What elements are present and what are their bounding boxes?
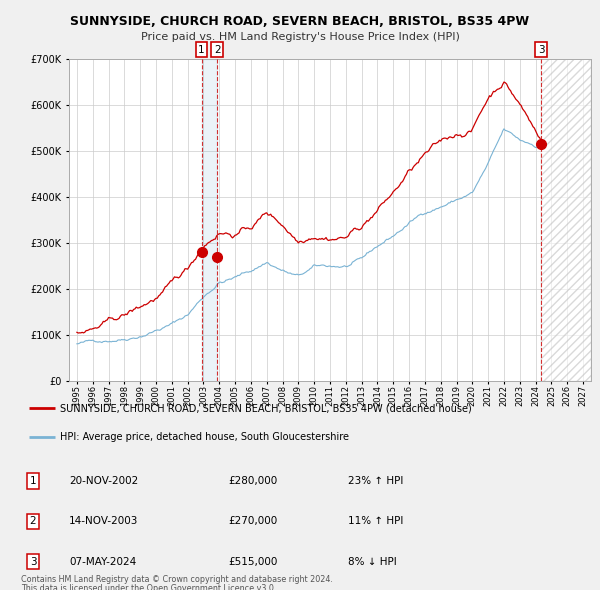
Text: This data is licensed under the Open Government Licence v3.0.: This data is licensed under the Open Gov… [21, 584, 277, 590]
Text: SUNNYSIDE, CHURCH ROAD, SEVERN BEACH, BRISTOL, BS35 4PW: SUNNYSIDE, CHURCH ROAD, SEVERN BEACH, BR… [70, 15, 530, 28]
Text: 14-NOV-2003: 14-NOV-2003 [69, 516, 139, 526]
Text: 8% ↓ HPI: 8% ↓ HPI [348, 556, 397, 566]
Text: 11% ↑ HPI: 11% ↑ HPI [348, 516, 403, 526]
Text: HPI: Average price, detached house, South Gloucestershire: HPI: Average price, detached house, Sout… [60, 432, 349, 441]
Text: 23% ↑ HPI: 23% ↑ HPI [348, 476, 403, 486]
Text: 2: 2 [29, 516, 37, 526]
Text: 1: 1 [198, 45, 205, 55]
Text: £270,000: £270,000 [228, 516, 277, 526]
Text: 3: 3 [538, 45, 544, 55]
Text: 3: 3 [29, 556, 37, 566]
Text: £515,000: £515,000 [228, 556, 277, 566]
Bar [202, 59, 217, 381]
Text: 1: 1 [29, 476, 37, 486]
Text: Price paid vs. HM Land Registry's House Price Index (HPI): Price paid vs. HM Land Registry's House … [140, 32, 460, 42]
Text: SUNNYSIDE, CHURCH ROAD, SEVERN BEACH, BRISTOL, BS35 4PW (detached house): SUNNYSIDE, CHURCH ROAD, SEVERN BEACH, BR… [60, 404, 472, 413]
Text: £280,000: £280,000 [228, 476, 277, 486]
Text: 20-NOV-2002: 20-NOV-2002 [69, 476, 138, 486]
Text: 2: 2 [214, 45, 221, 55]
Text: 07-MAY-2024: 07-MAY-2024 [69, 556, 136, 566]
Text: Contains HM Land Registry data © Crown copyright and database right 2024.: Contains HM Land Registry data © Crown c… [21, 575, 333, 584]
